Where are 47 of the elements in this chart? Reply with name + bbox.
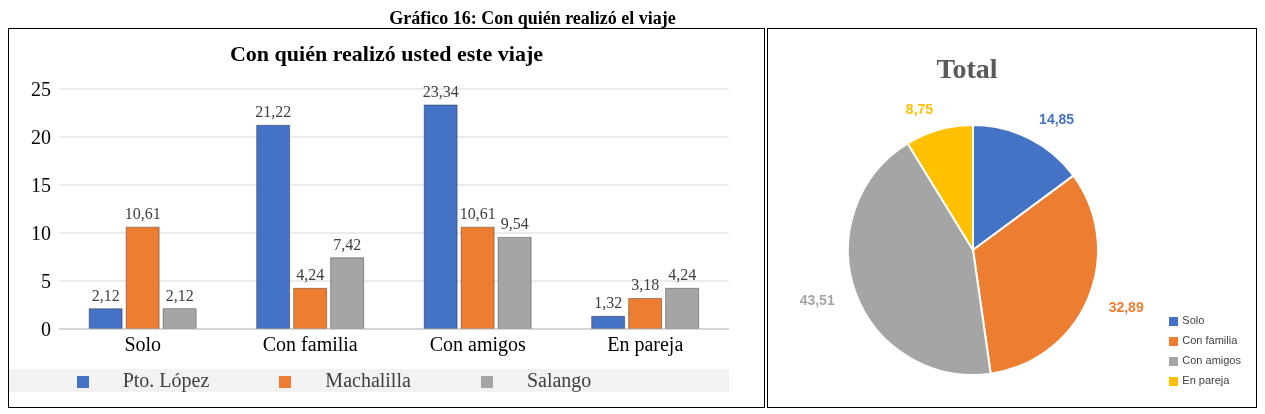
chart-title: Con quién realizó usted este viaje — [228, 41, 545, 67]
x-tick-label: Solo — [124, 333, 162, 356]
data-label: 43,51 — [799, 291, 835, 308]
data-label: 4,24 — [296, 266, 325, 284]
bar — [591, 315, 626, 329]
data-label: 2,12 — [165, 286, 194, 304]
x-tick-label: Con familia — [262, 333, 358, 356]
legend-label: En pareja — [1182, 374, 1230, 386]
y-tick-label: 15 — [31, 174, 51, 197]
data-label: 32,89 — [1108, 298, 1144, 315]
bar — [330, 257, 365, 329]
bar — [162, 308, 197, 329]
bar — [256, 124, 291, 329]
data-label: 10,61 — [459, 205, 496, 223]
data-label: 3,18 — [631, 276, 660, 294]
data-label: 1,32 — [594, 294, 623, 312]
y-tick-label: 5 — [41, 270, 51, 293]
legend-label: Solo — [1182, 314, 1205, 326]
bar — [628, 297, 663, 329]
data-label: 8,75 — [905, 100, 934, 117]
data-label: 7,42 — [333, 235, 362, 253]
bar — [88, 308, 123, 329]
data-label: 2,12 — [91, 286, 120, 304]
legend-label: Salango — [526, 369, 592, 391]
data-label: 23,34 — [422, 82, 459, 100]
data-label: 4,24 — [668, 266, 697, 284]
legend-label: Pto. López — [122, 369, 210, 391]
text: Gráfico 16: Con quién realizó el viaje — [388, 8, 677, 28]
bar — [665, 287, 700, 329]
legend-label: Con amigos — [1182, 354, 1241, 366]
bar — [497, 236, 532, 329]
x-tick-label: Con amigos — [429, 333, 527, 357]
bar — [293, 287, 328, 329]
bar — [460, 226, 495, 329]
y-tick-label: 10 — [31, 222, 51, 245]
legend-label: Machalilla — [325, 369, 411, 391]
data-label: 10,61 — [124, 205, 161, 223]
chart-title: Total — [935, 53, 999, 85]
bar — [423, 104, 458, 329]
y-tick-label: 20 — [31, 126, 51, 149]
y-tick-label: 25 — [31, 78, 51, 101]
data-label: 21,22 — [255, 103, 292, 121]
x-tick-label: En pareja — [607, 333, 684, 357]
data-label: 14,85 — [1039, 110, 1075, 127]
bar — [125, 226, 160, 329]
y-tick-label: 0 — [41, 318, 51, 341]
data-label: 9,54 — [500, 215, 529, 233]
